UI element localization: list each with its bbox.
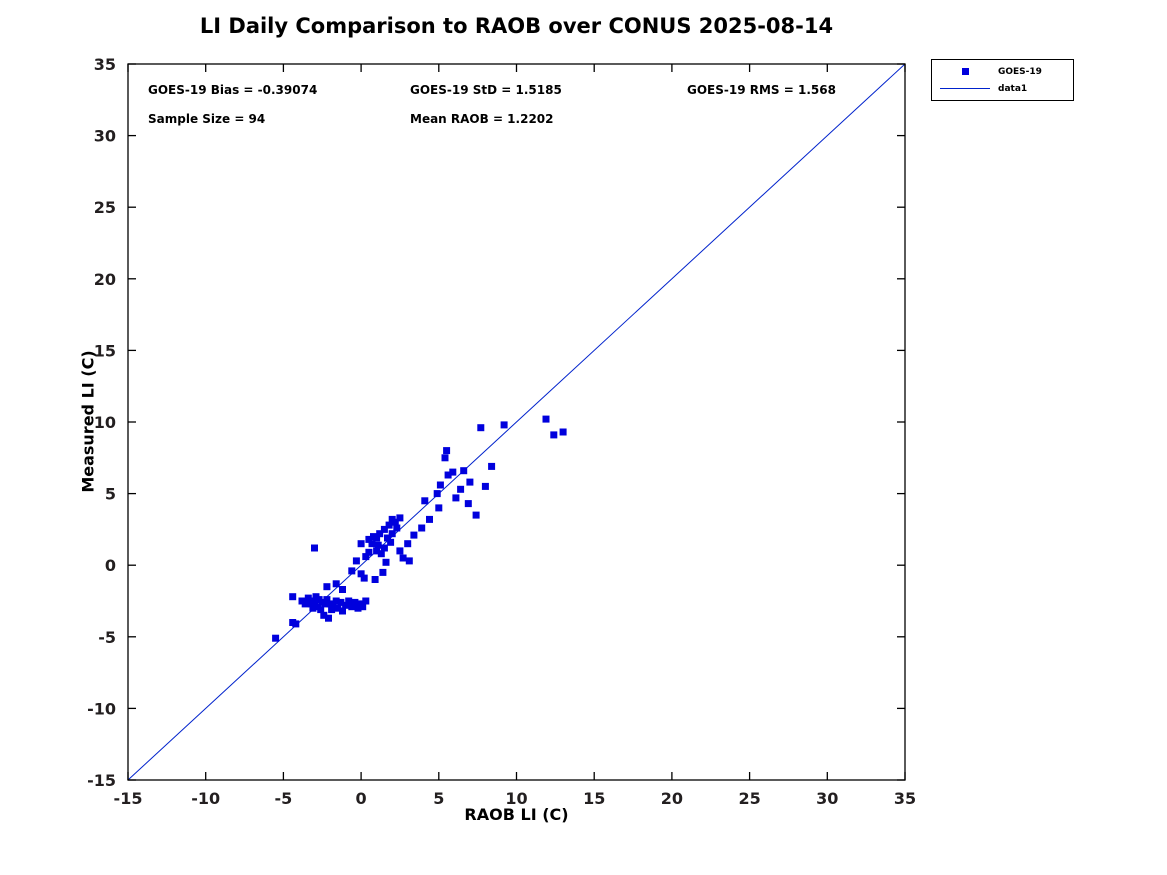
svg-text:-10: -10: [87, 699, 116, 718]
stat-rms: GOES-19 RMS = 1.568: [687, 83, 836, 97]
legend-swatch-area: [932, 68, 998, 75]
svg-text:35: 35: [894, 789, 916, 808]
svg-text:25: 25: [94, 198, 116, 217]
svg-text:10: 10: [94, 413, 116, 432]
svg-text:35: 35: [94, 55, 116, 74]
svg-text:0: 0: [356, 789, 367, 808]
svg-text:15: 15: [583, 789, 605, 808]
stat-sample-size: Sample Size = 94: [148, 112, 266, 126]
svg-text:25: 25: [738, 789, 760, 808]
y-axis-label: Measured LI (C): [78, 350, 98, 493]
svg-text:30: 30: [816, 789, 838, 808]
svg-text:20: 20: [661, 789, 683, 808]
legend-entry-data1: data1: [932, 80, 1073, 97]
stat-bias: GOES-19 Bias = -0.39074: [148, 83, 318, 97]
scatter-marker-icon: [961, 68, 969, 75]
svg-text:-5: -5: [275, 789, 293, 808]
legend-entry-goes19: GOES-19: [932, 63, 1073, 80]
svg-text:-10: -10: [191, 789, 220, 808]
svg-text:15: 15: [94, 341, 116, 360]
legend: GOES-19 data1: [931, 59, 1074, 101]
svg-text:30: 30: [94, 127, 116, 146]
reference-line-icon: [940, 88, 990, 89]
svg-text:10: 10: [505, 789, 527, 808]
legend-label-data1: data1: [998, 83, 1028, 94]
svg-text:-5: -5: [98, 628, 116, 647]
x-axis-label: RAOB LI (C): [464, 805, 569, 824]
svg-text:5: 5: [433, 789, 444, 808]
svg-text:-15: -15: [114, 789, 143, 808]
svg-text:0: 0: [105, 556, 116, 575]
legend-label-goes19: GOES-19: [998, 66, 1042, 77]
chart-title: LI Daily Comparison to RAOB over CONUS 2…: [199, 14, 834, 38]
svg-text:20: 20: [94, 270, 116, 289]
stat-mean-raob: Mean RAOB = 1.2202: [410, 112, 554, 126]
stat-std: GOES-19 StD = 1.5185: [410, 83, 562, 97]
svg-text:5: 5: [105, 485, 116, 504]
legend-swatch-area: [932, 88, 998, 89]
svg-text:-15: -15: [87, 771, 116, 790]
